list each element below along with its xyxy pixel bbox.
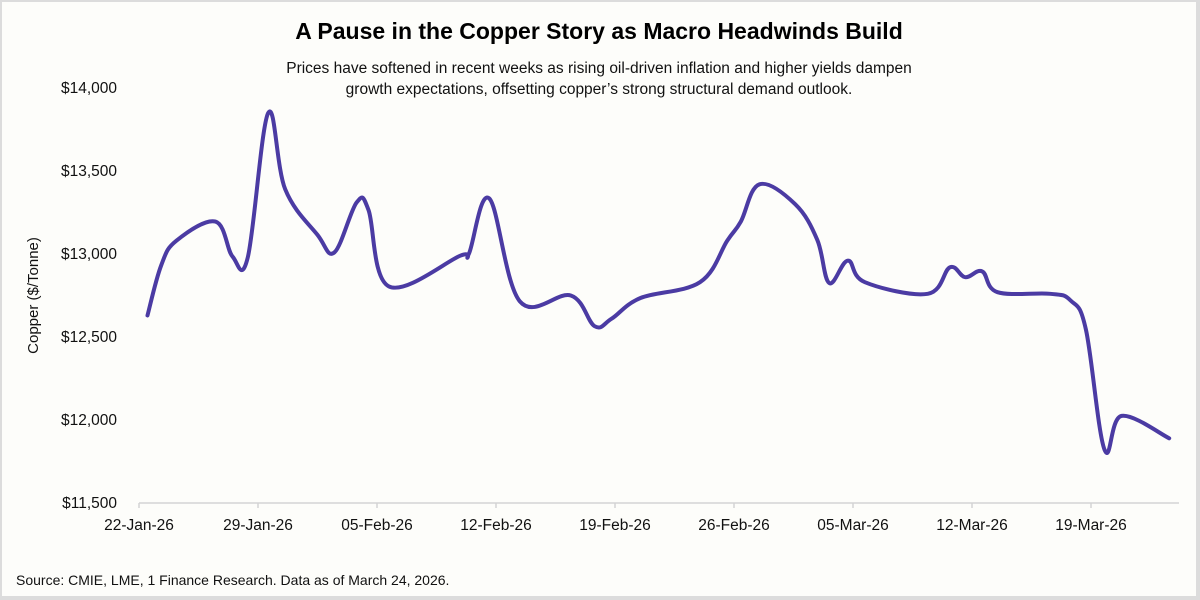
chart-title: A Pause in the Copper Story as Macro Hea… bbox=[295, 18, 903, 44]
x-tick-label: 19-Mar-26 bbox=[1055, 517, 1127, 534]
x-tick-label: 19-Feb-26 bbox=[579, 517, 651, 534]
x-tick-label: 05-Mar-26 bbox=[817, 517, 889, 534]
series-line-copper bbox=[145, 109, 1172, 455]
y-tick-label: $13,000 bbox=[61, 246, 117, 263]
source-note: Source: CMIE, LME, 1 Finance Research. D… bbox=[16, 572, 450, 588]
y-axis: $11,500 $12,000 $12,500 $13,000 $13,500 $14,0… bbox=[61, 80, 117, 512]
x-tick-label: 22-Jan-26 bbox=[104, 517, 174, 534]
y-tick-label: $13,500 bbox=[61, 163, 117, 180]
y-tick-label: $12,000 bbox=[61, 412, 117, 429]
x-tick-label: 12-Mar-26 bbox=[936, 517, 1008, 534]
chart-subtitle-line-2: growth expectations, offsetting copper’s… bbox=[345, 81, 853, 98]
y-tick-label: $11,500 bbox=[62, 495, 117, 512]
x-axis: 22-Jan-26 29-Jan-26 05-Feb-26 12-Feb-26 19-F… bbox=[104, 502, 1179, 534]
y-axis-title: Copper ($/Tonne) bbox=[25, 237, 42, 354]
chart-subtitle: Prices have softened in recent weeks as … bbox=[202, 58, 996, 100]
x-tick-label: 29-Jan-26 bbox=[223, 517, 293, 534]
y-tick-label: $12,500 bbox=[61, 329, 117, 346]
x-tick-label: 05-Feb-26 bbox=[341, 517, 413, 534]
chart-subtitle-line-1: Prices have softened in recent weeks as … bbox=[286, 60, 912, 77]
x-tick-label: 12-Feb-26 bbox=[460, 517, 532, 534]
y-tick-label: $14,000 bbox=[61, 80, 117, 97]
x-tick-label: 26-Feb-26 bbox=[698, 517, 770, 534]
